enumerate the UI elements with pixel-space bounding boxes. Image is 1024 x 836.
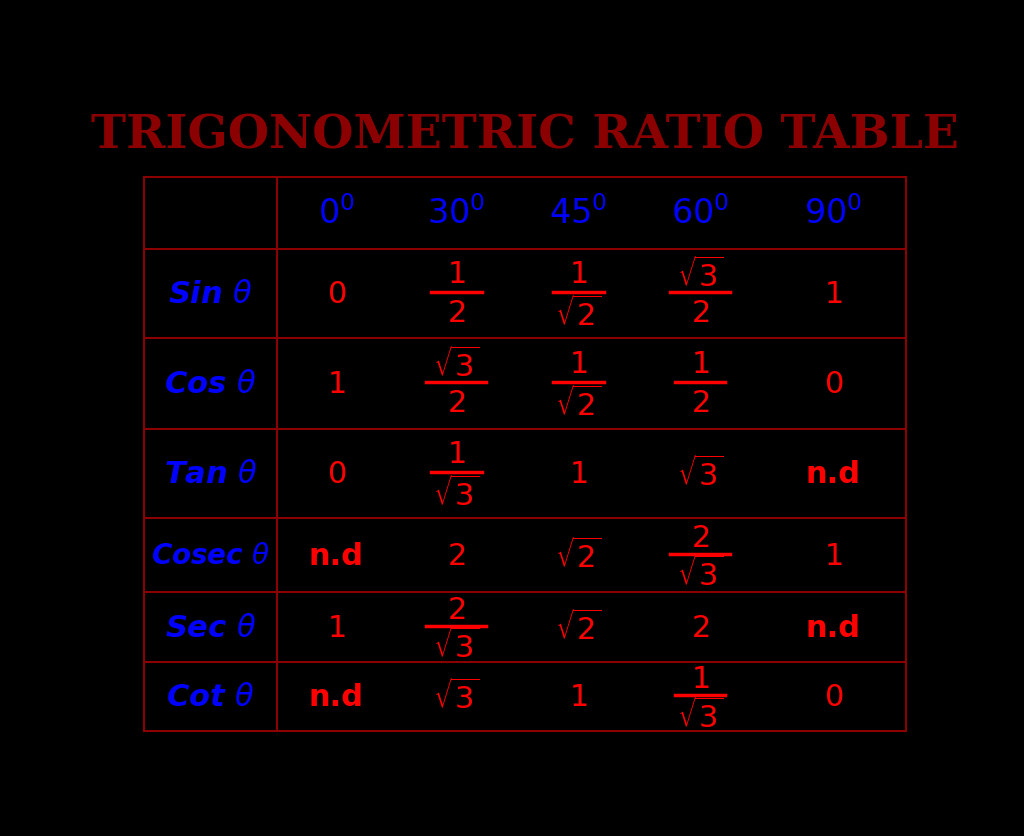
Text: $\sqrt{3}$: $\sqrt{3}$ [677,456,723,492]
Text: $\sqrt{2}$: $\sqrt{2}$ [555,385,601,421]
Text: Cos $\theta$: Cos $\theta$ [165,370,257,398]
Text: $90^0$: $90^0$ [804,196,862,231]
Text: $1$: $1$ [691,664,710,693]
Text: $0$: $0$ [327,459,346,488]
Text: $60^0$: $60^0$ [671,196,729,231]
Text: n.d: n.d [309,541,364,570]
Text: $1$: $1$ [327,613,345,642]
Text: $2$: $2$ [691,298,710,328]
Text: $\sqrt{3}$: $\sqrt{3}$ [677,555,723,591]
Text: n.d: n.d [806,459,861,488]
Text: $\sqrt{2}$: $\sqrt{2}$ [555,609,601,645]
Text: Tan $\theta$: Tan $\theta$ [164,459,257,488]
Text: $0$: $0$ [327,279,346,308]
Text: $1$: $1$ [447,260,466,289]
Text: $45^0$: $45^0$ [549,196,607,231]
Text: Sin $\theta$: Sin $\theta$ [168,279,253,308]
Text: $\sqrt{3}$: $\sqrt{3}$ [677,257,723,293]
Text: $1$: $1$ [569,260,588,289]
Text: $0^0$: $0^0$ [317,196,354,231]
Text: $\sqrt{2}$: $\sqrt{2}$ [555,538,601,573]
Text: n.d: n.d [806,613,861,642]
Text: $0$: $0$ [823,682,843,711]
Text: $2$: $2$ [447,595,466,624]
Text: $2$: $2$ [691,389,710,417]
Text: Cosec $\theta$: Cosec $\theta$ [151,542,270,569]
Text: n.d: n.d [309,682,364,711]
Text: $1$: $1$ [691,350,710,379]
Text: $1$: $1$ [569,350,588,379]
Text: $\sqrt{3}$: $\sqrt{3}$ [433,628,479,663]
Text: $1$: $1$ [824,541,843,570]
Text: $2$: $2$ [691,613,710,642]
Text: $2$: $2$ [447,541,466,570]
Text: $30^0$: $30^0$ [427,196,485,231]
Text: $1$: $1$ [447,440,466,469]
Text: $2$: $2$ [691,522,710,552]
Text: Sec $\theta$: Sec $\theta$ [165,613,256,642]
Text: $\sqrt{3}$: $\sqrt{3}$ [677,696,723,732]
Text: $1$: $1$ [327,370,345,398]
Text: $1$: $1$ [569,459,588,488]
Text: $1$: $1$ [824,279,843,308]
Text: $1$: $1$ [569,682,588,711]
Text: TRIGONOMETRIC RATIO TABLE: TRIGONOMETRIC RATIO TABLE [91,113,958,159]
Text: $0$: $0$ [823,370,843,398]
Text: $\sqrt{2}$: $\sqrt{2}$ [555,295,601,331]
Text: Cot $\theta$: Cot $\theta$ [166,682,255,711]
Text: $\sqrt{3}$: $\sqrt{3}$ [433,679,479,715]
Text: $\sqrt{3}$: $\sqrt{3}$ [433,346,479,382]
Text: $\sqrt{3}$: $\sqrt{3}$ [433,475,479,511]
Text: $2$: $2$ [447,389,466,417]
Text: $2$: $2$ [447,298,466,328]
